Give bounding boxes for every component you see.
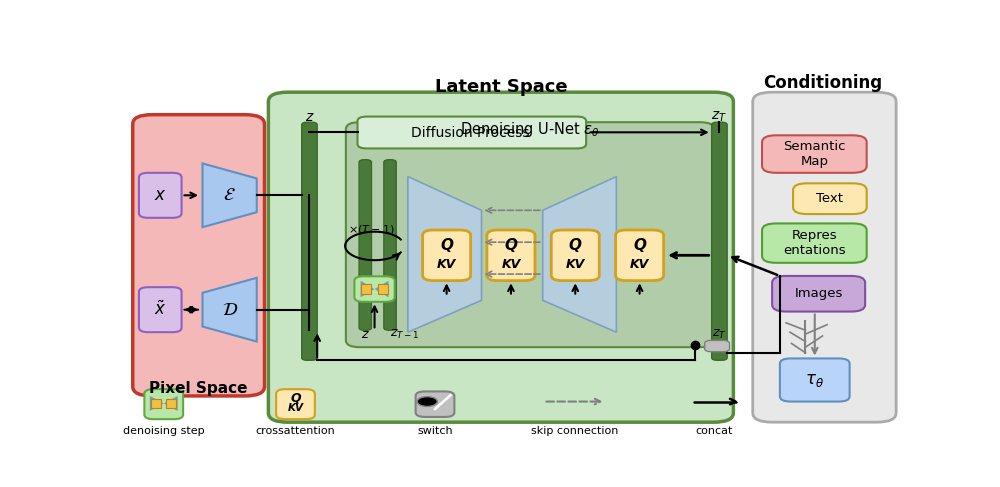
Text: concat: concat — [695, 426, 733, 436]
Text: $z$: $z$ — [305, 110, 314, 124]
FancyBboxPatch shape — [359, 160, 371, 330]
Text: Pixel Space: Pixel Space — [149, 381, 248, 396]
Text: Q: Q — [569, 238, 582, 253]
Text: $\times(T-1)$: $\times(T-1)$ — [348, 223, 395, 236]
Text: $\tau_\theta$: $\tau_\theta$ — [805, 371, 824, 389]
Text: $z_{T-1}$: $z_{T-1}$ — [390, 328, 419, 340]
Text: crossattention: crossattention — [256, 426, 335, 436]
FancyBboxPatch shape — [705, 340, 730, 352]
Text: Images: Images — [794, 287, 843, 300]
Polygon shape — [543, 177, 616, 332]
Bar — [361, 284, 371, 294]
FancyBboxPatch shape — [793, 183, 867, 214]
FancyBboxPatch shape — [487, 230, 535, 281]
FancyBboxPatch shape — [551, 230, 599, 281]
Bar — [166, 399, 176, 408]
FancyBboxPatch shape — [384, 160, 396, 330]
Bar — [151, 399, 161, 408]
Polygon shape — [202, 278, 257, 341]
FancyBboxPatch shape — [416, 392, 454, 417]
Text: $z_T$: $z_T$ — [711, 110, 727, 124]
Text: $\mathcal{E}$: $\mathcal{E}$ — [223, 187, 236, 205]
FancyBboxPatch shape — [276, 389, 315, 419]
Text: KV: KV — [501, 258, 521, 271]
Polygon shape — [150, 396, 178, 411]
Text: Denoising U-Net $\epsilon_\theta$: Denoising U-Net $\epsilon_\theta$ — [460, 120, 599, 139]
Text: $z_T$: $z_T$ — [712, 328, 727, 340]
FancyBboxPatch shape — [144, 389, 183, 419]
FancyBboxPatch shape — [712, 122, 727, 360]
Text: Latent Space: Latent Space — [435, 77, 567, 95]
Polygon shape — [202, 164, 257, 227]
FancyBboxPatch shape — [346, 122, 714, 347]
Text: Conditioning: Conditioning — [763, 74, 882, 92]
FancyBboxPatch shape — [358, 116, 586, 149]
FancyBboxPatch shape — [762, 224, 867, 263]
Text: Semantic
Map: Semantic Map — [783, 140, 846, 168]
Text: Q: Q — [440, 238, 453, 253]
FancyBboxPatch shape — [268, 92, 733, 422]
Text: Q: Q — [633, 238, 646, 253]
Circle shape — [417, 397, 437, 407]
Text: $\tilde{x}$: $\tilde{x}$ — [154, 300, 166, 319]
Text: skip connection: skip connection — [531, 426, 618, 436]
FancyBboxPatch shape — [139, 173, 182, 218]
Text: Diffusion Process: Diffusion Process — [411, 127, 529, 140]
Text: switch: switch — [417, 426, 453, 436]
FancyBboxPatch shape — [616, 230, 664, 281]
Text: Q: Q — [290, 392, 301, 404]
Text: Repres
entations: Repres entations — [783, 229, 846, 257]
Text: KV: KV — [566, 258, 585, 271]
Text: $z$: $z$ — [361, 328, 370, 340]
FancyBboxPatch shape — [753, 92, 896, 422]
FancyBboxPatch shape — [139, 287, 182, 332]
FancyBboxPatch shape — [780, 358, 850, 402]
Text: $x$: $x$ — [154, 187, 166, 205]
Bar — [378, 284, 388, 294]
Text: KV: KV — [437, 258, 456, 271]
Text: Text: Text — [816, 192, 843, 205]
Text: Q: Q — [504, 238, 517, 253]
FancyBboxPatch shape — [354, 276, 395, 302]
Polygon shape — [408, 177, 482, 332]
Text: denoising step: denoising step — [123, 426, 205, 436]
Text: KV: KV — [288, 403, 304, 413]
Polygon shape — [361, 281, 388, 297]
FancyBboxPatch shape — [762, 135, 867, 173]
Text: $\mathcal{D}$: $\mathcal{D}$ — [222, 300, 238, 318]
FancyBboxPatch shape — [302, 122, 317, 360]
Text: KV: KV — [630, 258, 649, 271]
FancyBboxPatch shape — [133, 115, 264, 396]
FancyBboxPatch shape — [423, 230, 471, 281]
FancyBboxPatch shape — [772, 276, 865, 312]
